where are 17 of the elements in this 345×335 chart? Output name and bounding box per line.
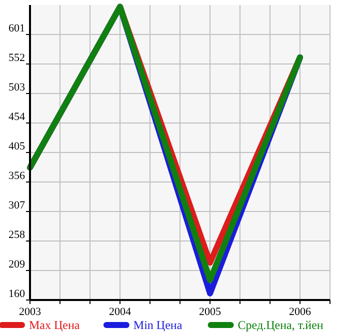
y-tick-label: 307 <box>8 200 26 212</box>
y-tick-label: 405 <box>8 140 26 152</box>
y-tick-label: 258 <box>8 229 26 241</box>
y-tick-label: 454 <box>8 111 26 123</box>
x-tick-label: 2004 <box>109 306 132 318</box>
x-tick-label: 2003 <box>19 306 42 318</box>
legend-label: Min Цена <box>133 318 183 332</box>
legend-label: Max Цена <box>29 318 80 332</box>
y-tick-label: 160 <box>8 288 26 300</box>
x-tick-label: 2005 <box>199 306 222 318</box>
y-tick-label: 552 <box>8 52 25 64</box>
y-tick-label: 601 <box>8 22 25 34</box>
y-tick-label: 356 <box>8 170 26 182</box>
legend-label: Сред.Цена, т.йен <box>238 318 324 332</box>
y-tick-label: 209 <box>8 258 26 270</box>
x-tick-label: 2006 <box>289 306 312 318</box>
y-tick-label: 503 <box>8 82 26 94</box>
